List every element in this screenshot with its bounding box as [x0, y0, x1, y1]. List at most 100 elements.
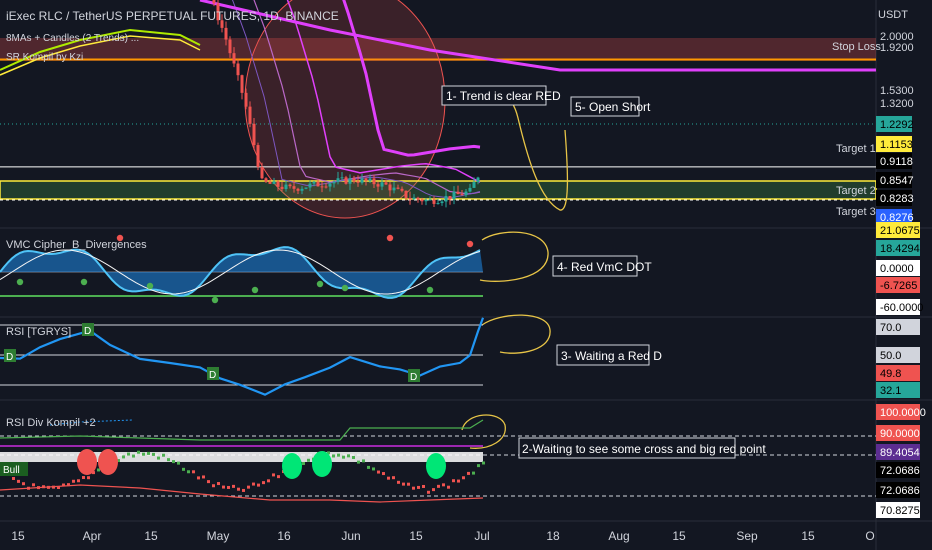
candle: [324, 186, 328, 188]
candle: [436, 203, 440, 205]
vmc-green-dot: [316, 280, 324, 288]
rsidiv-step-dot: [432, 488, 435, 492]
moving-average-mid: [286, 0, 481, 183]
indicator-legend-sr[interactable]: SR Kompil by Kzi: [6, 52, 83, 63]
rsidiv-step-dot: [32, 483, 35, 487]
time-axis[interactable]: 15 Apr 15 May 16 Jun 15 Jul 18 Aug 15 Sep 15 O: [11, 529, 874, 543]
indicator-value-label: 72.0686: [880, 465, 920, 477]
rsidiv-step-dot: [367, 465, 370, 469]
candle: [464, 191, 468, 196]
rsidiv-step-dot: [402, 482, 405, 486]
indicator-value-label: 90.0000: [880, 428, 920, 440]
rsidiv-step-dot: [437, 484, 440, 488]
rsidiv-step-dot: [12, 476, 15, 480]
rsidiv-step-dot: [332, 454, 335, 458]
indicator-value-label: 18.4294: [880, 243, 920, 255]
candle: [320, 186, 324, 188]
time-tick-label: 16: [277, 529, 291, 543]
time-tick-label: Apr: [83, 529, 102, 543]
rsidiv-step-dot: [467, 471, 470, 475]
candle: [424, 199, 428, 202]
vmc-wave-1: [0, 246, 481, 299]
indicator-badge: [876, 319, 920, 335]
vmc-green-dot: [341, 284, 349, 292]
candle: [260, 166, 264, 179]
rsidiv-step-dot: [77, 479, 80, 483]
candle: [348, 178, 352, 184]
annotation-cross-box[interactable]: [518, 437, 736, 459]
candle: [288, 184, 292, 187]
rsidiv-step-dot: [137, 450, 140, 454]
candle: [316, 181, 320, 187]
indicator-value-label: 32.1: [880, 385, 901, 397]
candle: [332, 181, 336, 184]
rsidiv-step-dot: [257, 483, 260, 487]
symbol-title[interactable]: iExec RLC / TetherUS PERPETUAL FUTURES, …: [6, 9, 339, 23]
indicator-value-label: 89.4054: [880, 447, 920, 459]
candle: [396, 187, 400, 189]
moving-average-faster: [231, 0, 481, 199]
annotation-short-box[interactable]: [570, 96, 640, 117]
rsidiv-step-dot: [262, 481, 265, 485]
rsidiv-step-dot: [387, 476, 390, 480]
resistance-zone: [0, 38, 876, 61]
rsidiv-step-dot: [82, 476, 85, 480]
candle: [472, 182, 476, 188]
rsidiv-step-dot: [337, 453, 340, 457]
rsidiv-step-dot: [352, 455, 355, 459]
time-tick-label: 15: [801, 529, 815, 543]
rsidiv-step-dot: [232, 484, 235, 488]
price-badge: [876, 190, 912, 206]
rsidiv-step-dot: [252, 482, 255, 486]
indicator-value-label: -6.7265: [880, 280, 917, 292]
rsidiv-blue-line: [49, 419, 133, 426]
annotation-trend: 1- Trend is clear RED: [446, 89, 561, 103]
annotation-red-d: 3- Waiting a Red D: [561, 349, 662, 363]
indicator-badge: [876, 444, 920, 460]
candle: [416, 197, 420, 200]
rsi-pane-title[interactable]: RSI [TGRYS]: [6, 326, 71, 338]
annotation-vmc-box[interactable]: [552, 255, 638, 277]
rsidiv-step-dot: [22, 482, 25, 486]
rsidiv-step-dot: [397, 480, 400, 484]
indicator-badge: [876, 462, 920, 478]
rsidiv-step-dot: [62, 483, 65, 487]
indicator-value-label: 49.8: [880, 368, 901, 380]
rsidiv-step-dot: [217, 482, 220, 486]
vmc-pane-title[interactable]: VMC Cipher_B_Divergences: [6, 239, 147, 251]
annotation-trend-box[interactable]: [441, 85, 547, 106]
rsi-divergence-label: D: [6, 352, 13, 363]
vmc-green-dot: [16, 278, 24, 286]
candle: [356, 181, 360, 183]
rsidiv-step-dot: [472, 471, 475, 475]
rsi-divergence-label: D: [84, 326, 91, 337]
candle: [432, 199, 436, 204]
rsidiv-step-dot: [327, 451, 330, 455]
indicator-value-label: 0.0000: [880, 263, 914, 275]
time-tick-label: 15: [409, 529, 423, 543]
rsidiv-step-dot: [357, 460, 360, 464]
indicator-value-label: -60.0000: [880, 302, 923, 314]
rsidiv-pane-title[interactable]: RSI Div Kompil +2: [6, 417, 96, 429]
candle: [328, 183, 332, 187]
time-tick-label: Jun: [341, 529, 360, 543]
rsidiv-red-line: [0, 484, 484, 503]
price-badge: [876, 209, 912, 225]
time-tick-label: Jul: [474, 529, 489, 543]
candle: [428, 199, 432, 201]
price-tick-label: 0.8547: [880, 175, 914, 187]
rsidiv-signal-point: [77, 449, 97, 475]
indicator-value-label: 21.0675: [880, 225, 920, 237]
candle: [452, 191, 456, 200]
rsidiv-step-dot: [17, 479, 20, 483]
price-tick-label: 0.8283: [880, 193, 914, 205]
annotation-red-d-box[interactable]: [556, 344, 650, 366]
annotation-cross: 2-Waiting to see some cross and big red …: [522, 442, 766, 456]
time-tick-label: O: [865, 529, 874, 543]
indicator-legend-mas[interactable]: 8MAs + Candles (2 Trends) ...: [6, 33, 139, 44]
candle: [312, 181, 316, 184]
rsi-divergence-marker: [4, 349, 16, 362]
